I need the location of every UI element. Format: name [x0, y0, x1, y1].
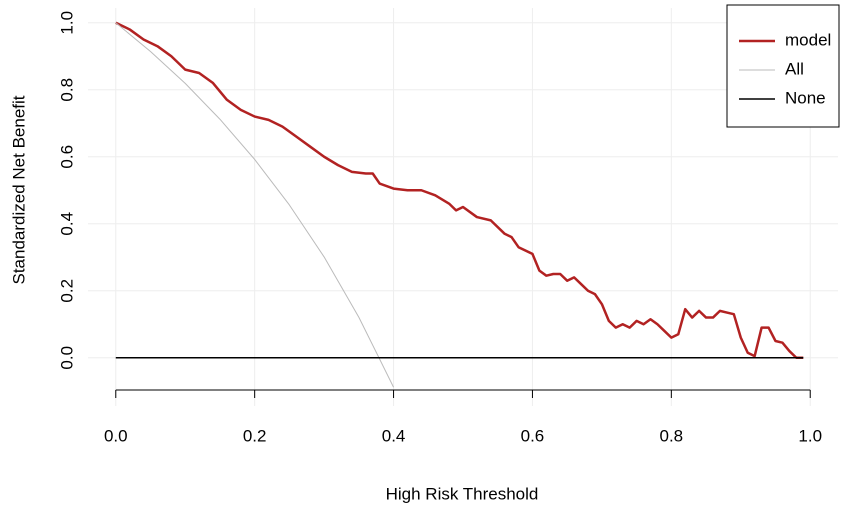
y-tick-label: 1.0: [57, 11, 76, 35]
y-tick-label: 0.6: [57, 145, 76, 169]
legend-label: All: [785, 59, 804, 78]
x-tick-label: 0.2: [243, 426, 267, 445]
x-tick-label: 1.0: [798, 426, 822, 445]
y-axis-label: Standardized Net Benefit: [9, 95, 28, 284]
legend-label: model: [785, 30, 831, 49]
series-line: [115, 21, 804, 360]
y-tick-label: 0.0: [57, 346, 76, 370]
x-tick-label: 0.8: [660, 426, 684, 445]
y-tick-label: 0.8: [57, 78, 76, 102]
y-tick-label: 0.4: [57, 212, 76, 236]
legend-label: None: [785, 88, 826, 107]
y-tick-label: 0.2: [57, 279, 76, 303]
x-tick-label: 0.4: [382, 426, 406, 445]
series-line: [115, 22, 395, 388]
x-axis-label: High Risk Threshold: [386, 484, 539, 503]
x-tick-label: 0.0: [104, 426, 128, 445]
legend: model All None: [726, 4, 840, 128]
x-tick-label: 0.6: [521, 426, 545, 445]
legend-box: [726, 4, 840, 128]
